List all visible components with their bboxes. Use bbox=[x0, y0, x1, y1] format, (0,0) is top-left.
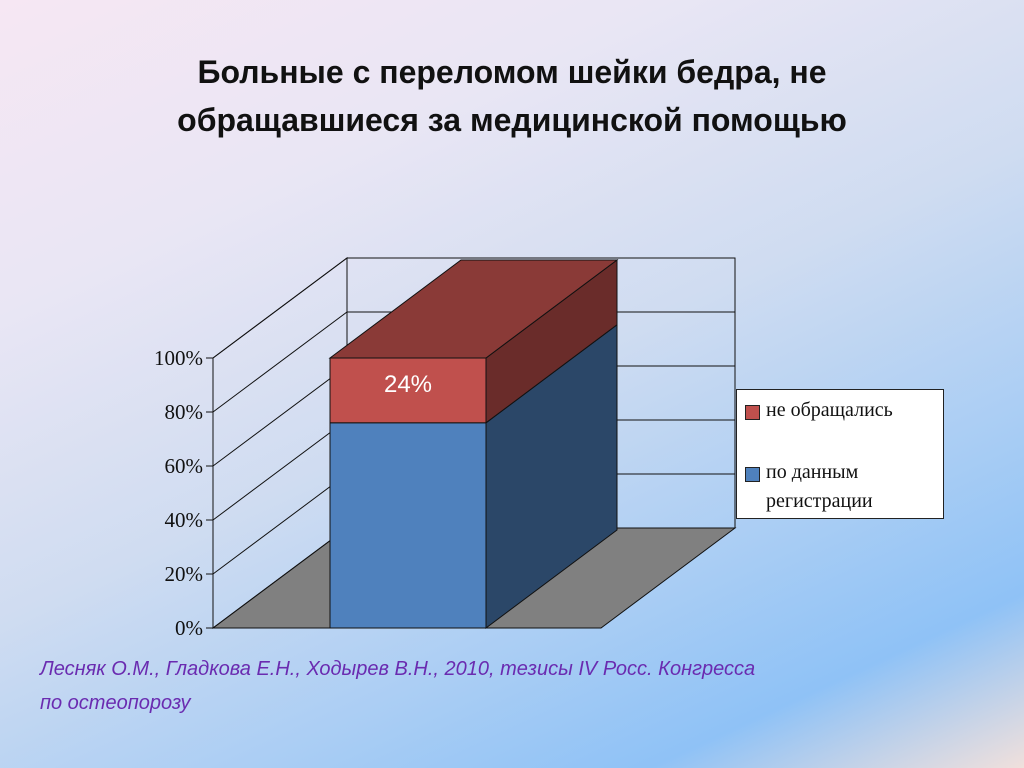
citation: Лесняк О.М., Гладкова Е.Н., Ходырев В.Н.… bbox=[40, 652, 940, 720]
y-tick-label: 80% bbox=[165, 400, 204, 424]
gridline bbox=[212, 257, 735, 359]
legend-item-not-applied: не обращались bbox=[745, 399, 893, 425]
legend-item-registered: по данным регистрации bbox=[745, 461, 873, 516]
legend-label-not-applied: не обращались bbox=[766, 399, 893, 421]
citation-line-2: по остеопорозу bbox=[40, 692, 191, 714]
legend: не обращались по данным регистрации bbox=[736, 389, 944, 519]
y-tick-label: 20% bbox=[165, 562, 204, 586]
slide-title-line-1: Больные с переломом шейки бедра, не bbox=[197, 54, 827, 90]
y-tick-label: 0% bbox=[175, 616, 203, 640]
bar-segment-0 bbox=[329, 422, 487, 629]
y-tick-label: 60% bbox=[165, 454, 204, 478]
y-tick-label: 40% bbox=[165, 508, 204, 532]
citation-line-1: Лесняк О.М., Гладкова Е.Н., Ходырев В.Н.… bbox=[40, 658, 756, 680]
bar-stack: 24% bbox=[328, 259, 619, 629]
bar-segment-1 bbox=[329, 357, 487, 424]
legend-label-registered-line-2: регистрации bbox=[766, 490, 873, 512]
legend-swatch-registered bbox=[745, 467, 760, 482]
y-axis: 0% 20% 40% 60% 80% 100% bbox=[154, 346, 601, 640]
y-tick-label: 100% bbox=[154, 346, 203, 370]
data-label: 24% bbox=[384, 371, 432, 398]
legend-label-registered-line-1: по данным bbox=[766, 461, 859, 483]
legend-swatch-not-applied bbox=[745, 405, 760, 420]
bar-top-1 bbox=[328, 259, 619, 359]
slide-title-line-2: обращавшиеся за медицинской помощью bbox=[177, 102, 847, 138]
slide-title: Больные с переломом шейки бедра, не обра… bbox=[60, 48, 964, 144]
